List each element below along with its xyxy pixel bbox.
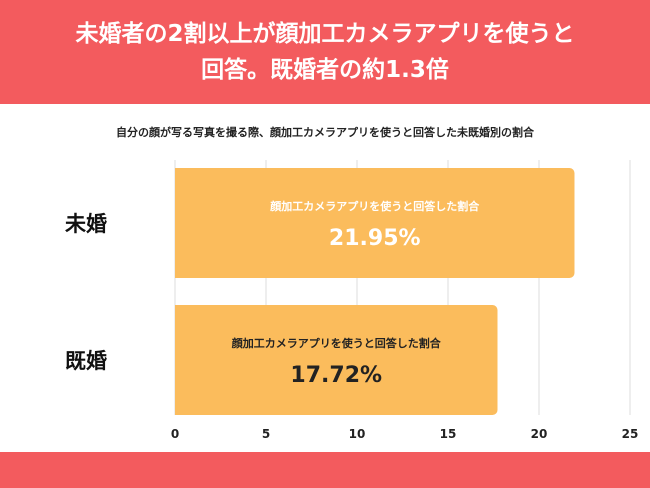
category-label: 未婚 [65,212,107,236]
x-tick-label: 5 [262,427,270,441]
x-tick-label: 0 [171,427,179,441]
x-tick-label: 15 [440,427,457,441]
category-label: 既婚 [65,349,107,373]
bar-caption: 顔加工カメラアプリを使うと回答した割合 [231,336,442,350]
bar-left-edge [175,168,183,278]
bar-chart: 未婚顔加工カメラアプリを使うと回答した割合21.95%既婚顔加工カメラアプリを使… [65,160,639,441]
footer-banner [0,452,650,488]
labels: 未婚顔加工カメラアプリを使うと回答した割合21.95%既婚顔加工カメラアプリを使… [65,199,480,388]
headline-line-2: 回答。既婚者の約1.3倍 [201,57,449,83]
data-label: 21.95% [329,226,421,251]
headline-line-1: 未婚者の2割以上が顔加工カメラアプリを使うと [75,21,575,47]
x-tick-label: 20 [531,427,548,441]
bar-1 [175,305,498,415]
bars [175,168,575,415]
bar-0 [175,168,575,278]
bar-left-edge [175,305,183,415]
x-axis-ticks: 0 5 10 15 20 25 [171,427,639,441]
data-label: 17.72% [290,363,382,388]
header-banner: 未婚者の2割以上が顔加工カメラアプリを使うと 回答。既婚者の約1.3倍 [0,0,650,104]
x-tick-label: 10 [349,427,366,441]
bar-caption: 顔加工カメラアプリを使うと回答した割合 [269,199,480,213]
chart-title: 自分の顔が写る写真を撮る際、顔加工カメラアプリを使うと回答した未既婚別の割合 [116,126,534,139]
x-tick-label: 25 [622,427,639,441]
